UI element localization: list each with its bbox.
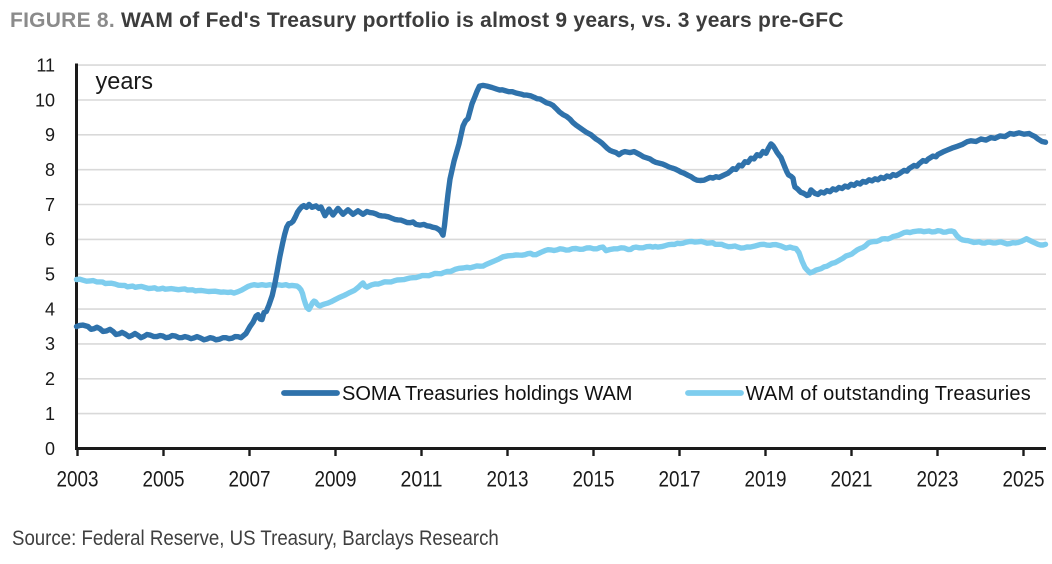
svg-text:11: 11 — [36, 55, 55, 75]
svg-text:2021: 2021 — [831, 467, 873, 492]
svg-text:1: 1 — [45, 404, 55, 424]
svg-text:2013: 2013 — [487, 467, 529, 492]
svg-text:2023: 2023 — [917, 467, 959, 492]
svg-text:2003: 2003 — [57, 467, 99, 492]
svg-text:7: 7 — [45, 195, 55, 215]
svg-text:8: 8 — [45, 160, 55, 180]
svg-text:SOMA Treasuries holdings WAM: SOMA Treasuries holdings WAM — [342, 383, 632, 405]
svg-text:2019: 2019 — [745, 467, 787, 492]
svg-text:3: 3 — [45, 334, 55, 354]
svg-text:2: 2 — [45, 369, 55, 389]
svg-text:5: 5 — [45, 265, 55, 285]
svg-text:years: years — [96, 68, 154, 95]
svg-text:2025: 2025 — [1003, 467, 1045, 492]
svg-text:0: 0 — [45, 439, 55, 459]
svg-text:2005: 2005 — [143, 467, 185, 492]
svg-text:9: 9 — [45, 125, 55, 145]
svg-text:2009: 2009 — [315, 467, 357, 492]
svg-text:WAM of outstanding Treasuries: WAM of outstanding Treasuries — [746, 383, 1032, 405]
svg-text:10: 10 — [35, 90, 55, 110]
svg-text:2011: 2011 — [401, 467, 443, 492]
svg-text:4: 4 — [45, 299, 55, 319]
svg-text:2007: 2007 — [229, 467, 271, 492]
svg-text:2017: 2017 — [659, 467, 701, 492]
svg-text:6: 6 — [45, 230, 55, 250]
svg-text:2015: 2015 — [573, 467, 615, 492]
